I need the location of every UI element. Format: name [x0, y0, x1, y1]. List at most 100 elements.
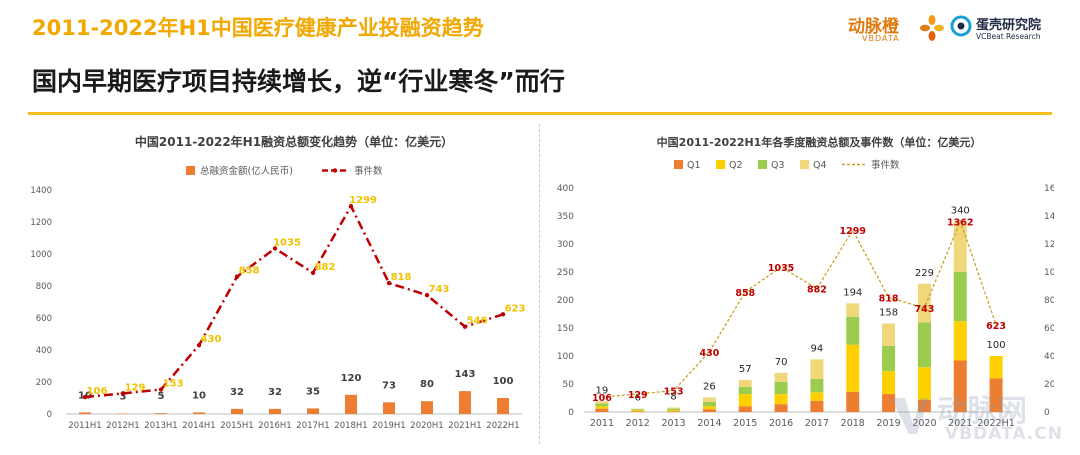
watermark-text: 动脉网 — [937, 394, 1027, 429]
bar-segment-q4 — [810, 359, 824, 379]
bar-total-label: 26 — [703, 381, 716, 392]
events-value-label: 818 — [879, 293, 899, 304]
y-right-tick-label: 800 — [1044, 296, 1054, 306]
events-point — [82, 394, 88, 400]
bar-segment-q2 — [846, 344, 860, 392]
events-value-label: 743 — [429, 284, 450, 295]
watermark: 动脉网 VBDATA.CN — [885, 388, 1075, 452]
bar-value-label: 3 — [120, 392, 127, 403]
bar-total-label: 6 — [635, 393, 641, 404]
events-point — [158, 387, 164, 392]
x-tick-label: 2013 — [661, 418, 685, 429]
x-tick-label: 2021 — [948, 418, 972, 429]
x-tick-label: 2012H1 — [106, 421, 139, 431]
chart-right: 中国2011-2022H1年各季度融资总额及事件数（单位：亿美元） Q1 Q2 Q3 Q… — [557, 135, 1054, 429]
bar — [345, 394, 357, 414]
events-point — [462, 324, 468, 329]
x-tick-label: 2011H1 — [68, 421, 101, 431]
y-right-tick-label: 600 — [1044, 324, 1054, 334]
legend-label-bar: 总融资金额(亿人民币) — [200, 165, 293, 177]
y-tick-label: 200 — [36, 378, 52, 388]
bar-segment-q3 — [667, 408, 681, 411]
bar-segment-q4 — [667, 407, 681, 409]
x-tick-label: 2015 — [733, 418, 757, 429]
bar — [193, 412, 205, 414]
bar-segment-q1 — [953, 360, 967, 412]
bar-segment-q3 — [738, 386, 752, 395]
y-tick-label: 800 — [36, 282, 52, 292]
events-value-label: 106 — [87, 386, 108, 397]
bar — [307, 408, 319, 414]
bar-segment-q1 — [667, 411, 681, 412]
legend-label-line: 事件数 — [354, 165, 383, 177]
events-line — [601, 219, 997, 398]
bar-segment-q3 — [846, 316, 860, 345]
y-right-tick-label: 1200 — [1044, 240, 1054, 250]
bar-segment-q4 — [738, 380, 752, 387]
legend-swatch-q4 — [800, 160, 809, 169]
bar-segment-q3 — [882, 345, 896, 372]
x-tick-label: 2015H1 — [220, 421, 253, 431]
bar-value-label: 80 — [420, 379, 434, 390]
bar-segment-q4 — [953, 221, 967, 272]
legend-marker-line — [332, 168, 338, 173]
chart-title: 中国2011-2022H1年各季度融资总额及事件数（单位：亿美元） — [657, 135, 982, 149]
events-value-label: 106 — [592, 393, 612, 404]
y-tick-label: 1000 — [30, 250, 52, 260]
x-tick-label: 2011 — [590, 418, 614, 429]
events-point — [234, 274, 240, 279]
y-tick-label: 600 — [36, 314, 52, 324]
bar-value-label: 32 — [230, 387, 244, 398]
bar-segment-q4 — [917, 283, 931, 323]
watermark-url: VBDATA.CN — [945, 424, 1063, 444]
bar-total-label: 8 — [670, 392, 676, 403]
bar-segment-q2 — [738, 394, 752, 407]
x-tick-label: 2013H1 — [144, 421, 177, 431]
events-value-label: 546 — [467, 316, 488, 327]
bar-segment-q1 — [702, 409, 716, 412]
bar-total-label: 57 — [739, 364, 752, 375]
legend-swatch-bar — [186, 166, 195, 175]
bar-total-label: 19 — [596, 385, 609, 396]
bar-segment-q4 — [882, 323, 896, 346]
bar-segment-q2 — [917, 367, 931, 400]
events-point — [348, 203, 354, 209]
events-point — [310, 270, 316, 276]
legend-label-q1: Q1 — [687, 160, 701, 171]
bar-segment-q3 — [953, 272, 967, 322]
events-value-label: 129 — [125, 382, 146, 393]
bar — [421, 401, 433, 414]
events-point — [500, 312, 506, 317]
page-subheading: 国内早期医疗项目持续增长，逆“行业寒冬”而行 — [32, 67, 565, 96]
y-left-tick-label: 200 — [557, 296, 574, 306]
watermark-logo-icon — [891, 398, 929, 434]
chart-title: 中国2011-2022年H1融资总额变化趋势（单位：亿美元） — [135, 134, 453, 149]
events-line — [84, 203, 504, 399]
events-value-label: 1299 — [349, 195, 377, 206]
bar-value-label: 10 — [192, 390, 206, 401]
vcbeat-logo: 蛋壳研究院 VCBeat Research — [950, 12, 1060, 46]
y-left-tick-label: 100 — [557, 352, 574, 362]
events-point — [386, 280, 392, 286]
events-value-label: 623 — [505, 303, 526, 314]
bar-segment-q1 — [882, 394, 896, 412]
bar-total-label: 70 — [775, 357, 788, 368]
vcbeat-logo-text: 蛋壳研究院 — [976, 18, 1042, 33]
bar-total-label: 100 — [987, 340, 1006, 351]
y-left-tick-label: 150 — [557, 324, 574, 334]
legend-swatch-q3 — [758, 160, 767, 169]
bar-segment-q3 — [595, 403, 609, 407]
y-right-tick-label: 400 — [1044, 352, 1054, 362]
bar-total-label: 194 — [843, 287, 862, 298]
y-tick-label: 0 — [47, 410, 52, 420]
orange-petal-icon — [920, 15, 944, 41]
events-value-label: 858 — [735, 288, 755, 299]
dongmai-logo: 动脉橙 VBDATA — [848, 12, 944, 46]
x-tick-label: 2016H1 — [258, 421, 291, 431]
bar-segment-q3 — [810, 378, 824, 393]
bar-value-label: 100 — [493, 376, 514, 387]
bar-segment-q1 — [917, 399, 931, 412]
events-point — [196, 343, 202, 348]
bar-segment-q4 — [846, 303, 860, 317]
bar-segment-q4 — [774, 372, 788, 382]
